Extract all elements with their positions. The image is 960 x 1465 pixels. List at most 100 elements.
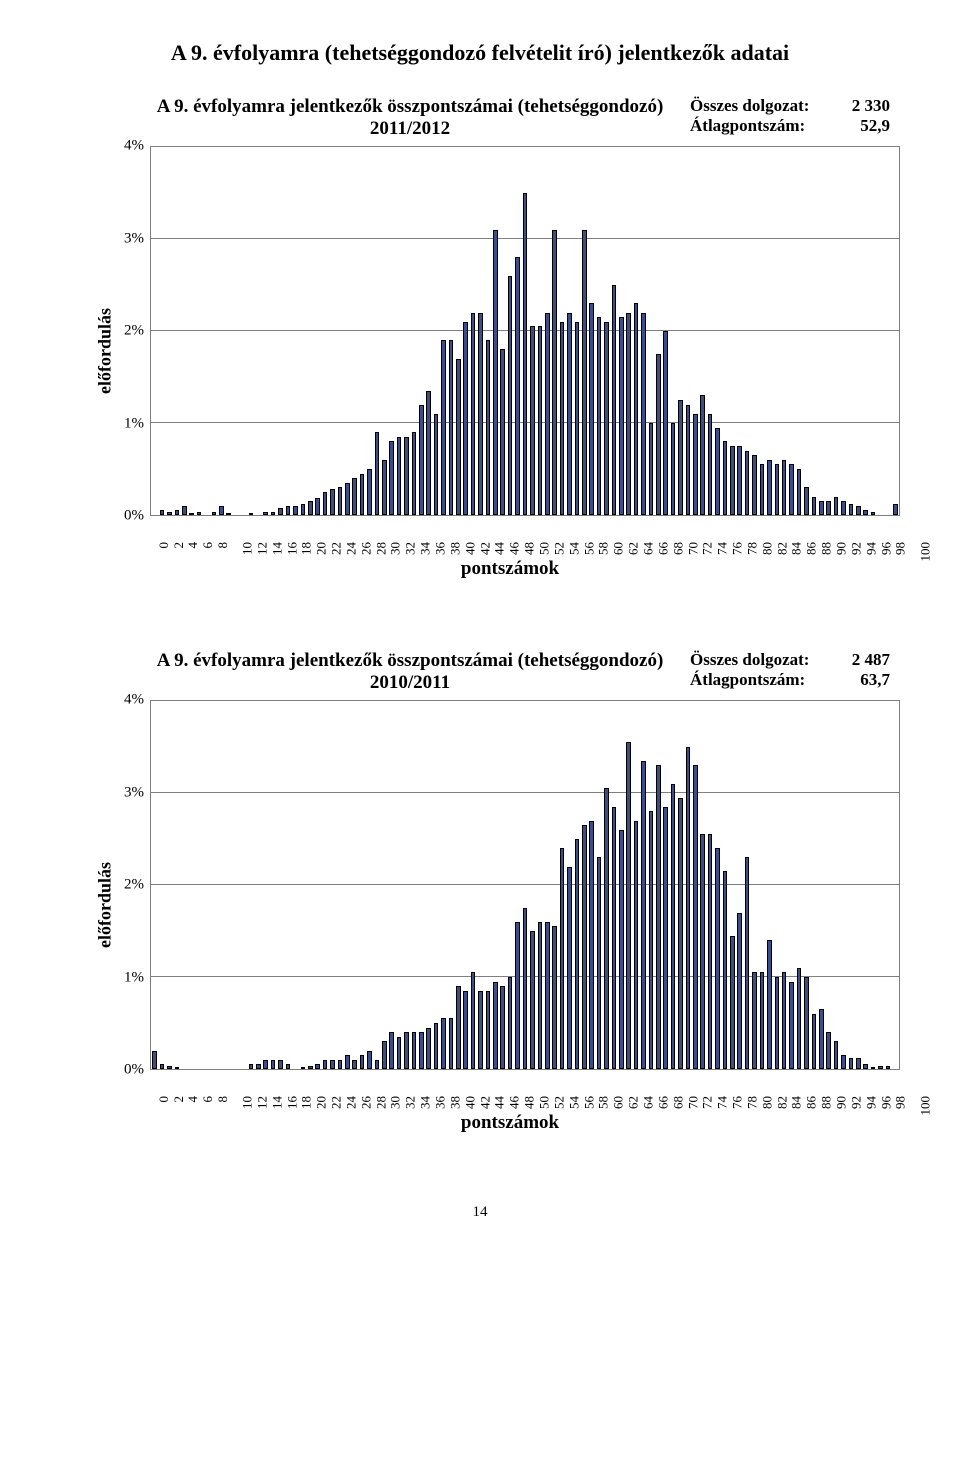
bar <box>797 469 802 515</box>
x-tick: 52 <box>551 1096 567 1109</box>
x-tick: 60 <box>611 1096 627 1109</box>
bar <box>545 922 550 1069</box>
y-tick: 1% <box>124 969 144 986</box>
bar <box>597 857 602 1069</box>
x-tick: 4 <box>185 1096 201 1103</box>
x-tick: 38 <box>447 542 463 555</box>
chart-2011-2012: A 9. évfolyamra jelentkezők összpontszám… <box>50 96 910 580</box>
bar <box>478 313 483 515</box>
bar <box>841 501 846 515</box>
x-tick: 100 <box>918 1096 934 1116</box>
x-tick: 80 <box>759 1096 775 1109</box>
x-tick: 6 <box>200 1096 216 1103</box>
x-tick: 72 <box>700 1096 716 1109</box>
chart2-y-ticks: 0%1%2%3%4% <box>110 700 148 1070</box>
bar <box>456 359 461 515</box>
bar <box>360 1055 365 1069</box>
bar <box>434 1023 439 1069</box>
chart1-stat2-value: 52,9 <box>860 116 890 136</box>
bar <box>330 1060 335 1069</box>
bar <box>856 506 861 515</box>
x-tick: 36 <box>433 1096 449 1109</box>
y-tick: 4% <box>124 138 144 155</box>
bar <box>812 497 817 515</box>
bar <box>871 512 876 515</box>
chart2-plot <box>150 700 900 1070</box>
bar <box>834 1041 839 1069</box>
bar <box>434 414 439 515</box>
chart2-title-line1: A 9. évfolyamra jelentkezők összpontszám… <box>157 650 664 671</box>
x-tick: 10 <box>239 542 255 555</box>
bar <box>686 747 691 1069</box>
bar <box>167 1066 172 1069</box>
x-tick: 6 <box>200 542 216 549</box>
bar <box>286 506 291 515</box>
x-tick: 88 <box>819 1096 835 1109</box>
bar <box>700 834 705 1069</box>
bar <box>426 391 431 515</box>
x-tick: 0 <box>155 542 171 549</box>
bar <box>723 441 728 515</box>
bar <box>626 742 631 1069</box>
bar <box>175 1067 180 1069</box>
page-number: 14 <box>50 1204 910 1221</box>
chart1-y-ticks: 0%1%2%3%4% <box>110 146 148 516</box>
x-tick: 80 <box>759 542 775 555</box>
x-tick: 90 <box>834 542 850 555</box>
x-tick: 32 <box>403 542 419 555</box>
bar <box>826 501 831 515</box>
bar <box>797 968 802 1069</box>
bar <box>649 811 654 1069</box>
bar <box>426 1028 431 1069</box>
bar <box>656 765 661 1069</box>
bar <box>160 510 165 515</box>
bar <box>367 1051 372 1069</box>
bar <box>323 492 328 515</box>
bar <box>567 313 572 515</box>
x-tick: 68 <box>670 1096 686 1109</box>
bar <box>686 405 691 515</box>
bar <box>530 326 535 515</box>
bar <box>663 331 668 515</box>
bar <box>345 1055 350 1069</box>
bar <box>286 1064 291 1069</box>
bar <box>752 455 757 515</box>
bar <box>619 317 624 515</box>
bar <box>486 340 491 515</box>
bar <box>671 423 676 515</box>
x-tick: 92 <box>848 1096 864 1109</box>
x-tick: 86 <box>804 1096 820 1109</box>
bar <box>404 1032 409 1069</box>
bar <box>775 977 780 1069</box>
y-tick: 2% <box>124 323 144 340</box>
bar <box>612 285 617 515</box>
x-tick: 92 <box>848 542 864 555</box>
bar <box>745 857 750 1069</box>
bar <box>730 446 735 515</box>
x-tick: 24 <box>343 1096 359 1109</box>
bar <box>812 1014 817 1069</box>
bar <box>767 460 772 515</box>
x-tick: 72 <box>700 542 716 555</box>
x-tick: 54 <box>566 542 582 555</box>
bar <box>863 1064 868 1069</box>
bar <box>737 446 742 515</box>
bar <box>656 354 661 515</box>
bar <box>678 400 683 515</box>
bar <box>538 922 543 1069</box>
chart1-title-line1: A 9. évfolyamra jelentkezők összpontszám… <box>157 96 664 117</box>
bar <box>352 1060 357 1069</box>
bar <box>634 303 639 515</box>
bar <box>567 867 572 1069</box>
chart2-stats: Összes dolgozat: 2 487 Átlagpontszám: 63… <box>690 650 890 690</box>
bar <box>708 834 713 1069</box>
x-tick: 94 <box>863 1096 879 1109</box>
bar <box>789 982 794 1069</box>
bar <box>338 487 343 515</box>
x-tick: 54 <box>566 1096 582 1109</box>
bar <box>226 513 231 515</box>
bar <box>404 437 409 515</box>
x-tick: 14 <box>269 1096 285 1109</box>
x-tick: 50 <box>537 1096 553 1109</box>
bar <box>493 230 498 515</box>
